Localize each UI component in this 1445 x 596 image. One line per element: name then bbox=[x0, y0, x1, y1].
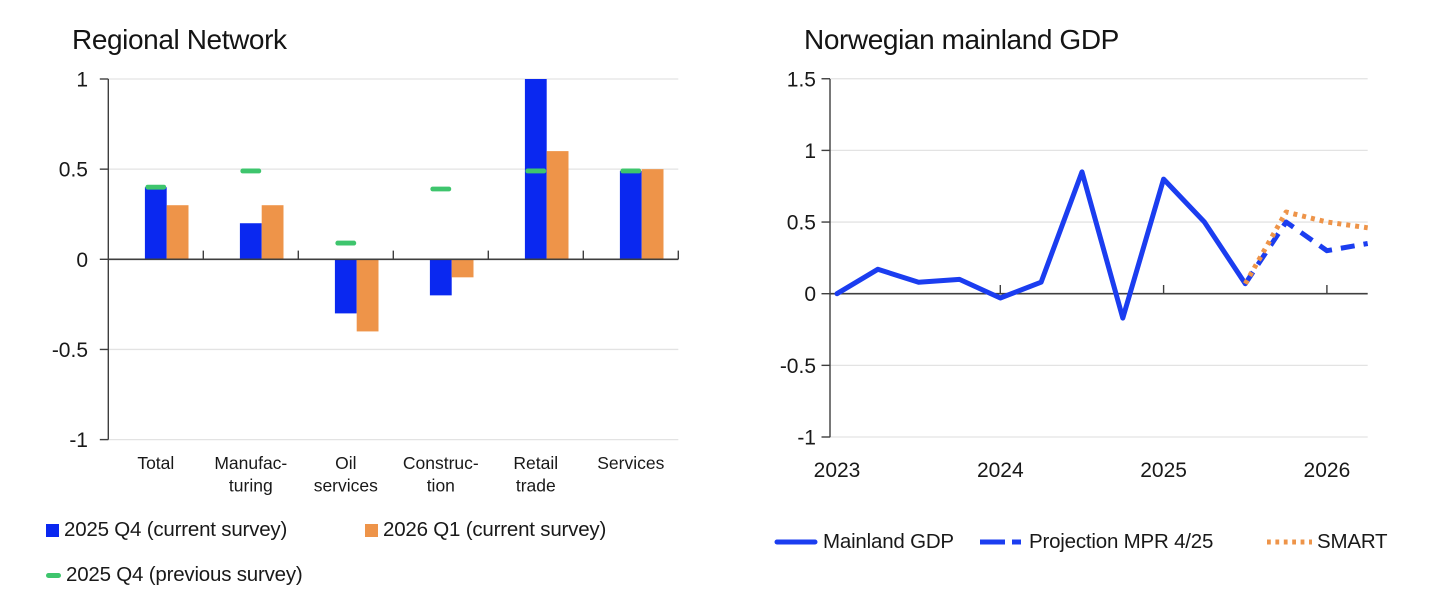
category-label: Oil services bbox=[314, 453, 378, 496]
series-line-dotted bbox=[1243, 209, 1369, 285]
legend-label: 2026 Q1 (current survey) bbox=[383, 518, 607, 541]
orange-square-swatch bbox=[365, 523, 378, 537]
solid-line-swatch bbox=[774, 539, 818, 545]
bar-2026q1-current bbox=[356, 259, 379, 332]
bar-2025q4-current bbox=[619, 170, 642, 260]
category-label: Manufac-turing bbox=[214, 453, 287, 496]
legend-label: Mainland GDP bbox=[823, 530, 954, 553]
legend-item-mainland-gdp: Mainland GDP bbox=[774, 529, 954, 555]
legend-item-2025q4-current-survey: 2025 Q4 (current survey) bbox=[46, 517, 287, 543]
y-tick-label: -0.5 bbox=[780, 355, 816, 378]
y-tick-label: 0.5 bbox=[787, 212, 816, 235]
prev-survey-dash-marker bbox=[620, 168, 642, 174]
y-tick-label: -1 bbox=[69, 429, 88, 452]
legend-label: Projection MPR 4/25 bbox=[1029, 530, 1214, 553]
legend-item-2025q4-previous-survey: 2025 Q4 (previous survey) bbox=[46, 562, 303, 588]
y-tick-label: -1 bbox=[797, 427, 816, 450]
bar-2026q1-current bbox=[166, 205, 189, 260]
bar-2025q4-current bbox=[144, 187, 167, 260]
bar-2025q4-current bbox=[334, 259, 357, 314]
green-dash-swatch bbox=[46, 572, 61, 578]
y-tick-label: 1 bbox=[804, 140, 816, 163]
bar-2026q1-current bbox=[641, 169, 664, 260]
legend-label: SMART bbox=[1317, 530, 1388, 553]
prev-survey-dash-marker bbox=[525, 168, 547, 174]
y-tick-label: 0.5 bbox=[59, 159, 88, 182]
dashed-line-swatch bbox=[980, 539, 1024, 545]
category-label: Retail trade bbox=[513, 453, 558, 496]
bar-2025q4-current bbox=[239, 223, 262, 260]
y-tick-label: -0.5 bbox=[52, 339, 88, 362]
category-label: Construc-tion bbox=[403, 453, 479, 496]
category-label: Total bbox=[137, 453, 174, 473]
bar-2025q4-current bbox=[429, 259, 452, 296]
series-line-dashed bbox=[1243, 219, 1369, 286]
legend-item-projection-mpr-4-25: Projection MPR 4/25 bbox=[980, 529, 1213, 555]
category-label: Services bbox=[597, 453, 664, 473]
prev-survey-dash-marker bbox=[335, 240, 357, 246]
left-chart-title: Regional Network bbox=[72, 24, 287, 55]
legend-item-smart: SMART bbox=[1266, 529, 1388, 555]
year-label: 2025 bbox=[1140, 459, 1187, 482]
prev-survey-dash-marker bbox=[145, 184, 167, 190]
y-tick-label: 0 bbox=[76, 249, 88, 272]
blue-square-swatch bbox=[46, 523, 59, 537]
dotted-line-swatch bbox=[1267, 539, 1312, 545]
y-tick-label: 0 bbox=[804, 283, 816, 306]
legend-label: 2025 Q4 (previous survey) bbox=[66, 563, 303, 586]
series-line-solid bbox=[834, 169, 1248, 321]
prev-survey-dash-marker bbox=[240, 168, 262, 174]
legend-label: 2025 Q4 (current survey) bbox=[64, 518, 288, 541]
bar-2026q1-current bbox=[451, 259, 474, 278]
right-chart-title: Norwegian mainland GDP bbox=[804, 24, 1119, 55]
bar-2026q1-current bbox=[546, 151, 569, 260]
year-label: 2026 bbox=[1304, 459, 1351, 482]
prev-survey-dash-marker bbox=[430, 186, 452, 192]
year-label: 2023 bbox=[814, 459, 861, 482]
bar-2026q1-current bbox=[261, 205, 284, 260]
y-tick-label: 1 bbox=[76, 69, 88, 92]
year-label: 2024 bbox=[977, 459, 1024, 482]
y-tick-label: 1.5 bbox=[787, 68, 816, 91]
legend-item-2026q1-current-survey: 2026 Q1 (current survey) bbox=[365, 517, 606, 543]
